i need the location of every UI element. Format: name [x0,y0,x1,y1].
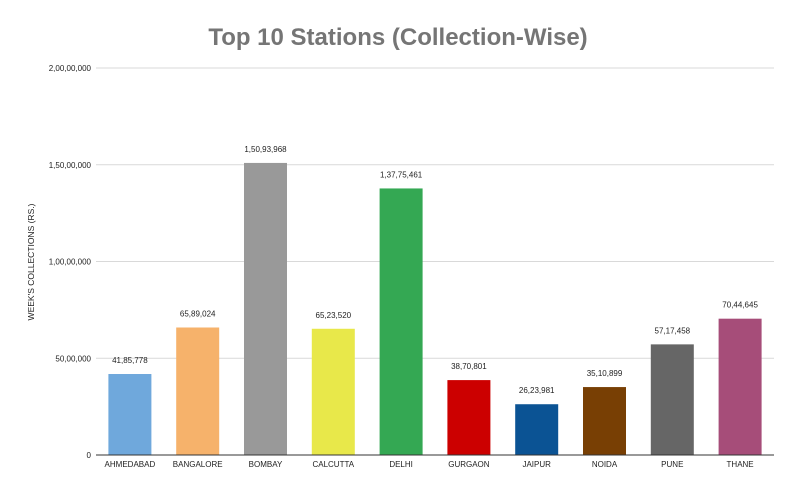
bar [718,318,762,455]
data-label: 57,17,458 [655,326,691,335]
x-tick-label: DELHI [389,460,413,469]
x-tick-label: JAIPUR [522,460,551,469]
y-tick-label: 0 [87,451,92,460]
data-label: 65,23,520 [316,311,352,320]
bar [108,374,152,455]
data-label: 35,10,899 [587,369,623,378]
data-label: 65,89,024 [180,310,216,319]
bar [311,328,355,455]
data-label: 1,50,93,968 [244,145,287,154]
y-tick-label: 1,50,00,000 [49,161,92,170]
chart-title: Top 10 Stations (Collection-Wise) [208,24,587,51]
x-axis-ticks: AHMEDABAD BANGALORE BOMBAY CALCUTTA DELHI GUR… [105,460,754,469]
bar [515,404,559,455]
data-label: 26,23,981 [519,386,555,395]
data-label: 1,37,75,461 [380,170,423,179]
data-label: 41,85,778 [112,356,148,365]
bar [650,344,694,455]
x-tick-label: GURGAON [448,460,490,469]
data-label: 70,44,645 [722,301,758,310]
bars [108,162,762,456]
y-tick-label: 2,00,00,000 [49,64,92,73]
y-tick-label: 50,00,000 [55,354,91,363]
data-labels: 41,85,778 65,89,024 1,50,93,968 65,23,520 1,… [112,145,758,395]
y-axis-label: WEEK'S COLLECTIONS (RS.) [26,203,36,320]
y-tick-label: 1,00,00,000 [49,258,92,267]
x-tick-label: CALCUTTA [312,460,354,469]
bar [447,380,491,455]
x-tick-label: BOMBAY [249,460,283,469]
x-tick-label: THANE [727,460,754,469]
x-tick-label: AHMEDABAD [105,460,156,469]
y-axis-ticks: 0 50,00,000 1,00,00,000 1,50,00,000 2,00,00,… [49,64,92,460]
x-tick-label: NOIDA [592,460,618,469]
x-tick-label: BANGALORE [173,460,223,469]
data-label: 38,70,801 [451,362,487,371]
bar [583,387,626,455]
bar [244,162,287,456]
bar [176,327,220,455]
x-tick-label: PUNE [661,460,683,469]
bar [379,188,423,455]
